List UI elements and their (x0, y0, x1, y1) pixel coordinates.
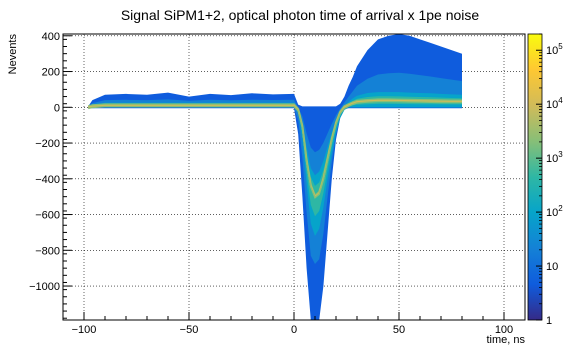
x-tick-label: 0 (291, 324, 297, 336)
x-tick-label: −100 (72, 324, 97, 336)
colorbar-tick-label: 104 (546, 96, 563, 111)
color-scale: 1 10 102 103 104 105 (527, 33, 563, 327)
colorbar-gradient (528, 34, 542, 320)
y-tick-label: 200 (42, 67, 60, 79)
y-tick-label: −800 (35, 245, 60, 257)
x-tick-label: −50 (180, 324, 199, 336)
plot-frame (62, 33, 526, 321)
axes: −100 −50 0 50 100 −1000 −800 −600 −400 −200 0 200 40… (29, 31, 526, 336)
colorbar-tick-label: 102 (546, 204, 563, 219)
y-tick-label: −1000 (29, 281, 60, 293)
x-tick-label: 100 (495, 324, 513, 336)
colorbar-tick-label: 103 (546, 150, 563, 165)
y-tick-label: −600 (35, 210, 60, 222)
colorbar-tick-label: 1 (546, 315, 552, 327)
colorbar-frame (527, 33, 543, 321)
colorbar-tick-label: 105 (546, 42, 563, 57)
core-trace-lower (88, 100, 462, 199)
y-tick-label: 400 (42, 31, 60, 43)
y-axis-title: Nevents (7, 34, 19, 75)
y-tick-label: 0 (54, 102, 60, 114)
y-tick-label: −200 (35, 138, 60, 150)
colorbar-tick-label: 10 (546, 261, 558, 273)
x-tick-label: 50 (393, 324, 405, 336)
y-tick-label: −400 (35, 174, 60, 186)
x-axis-title: time, ns (486, 334, 525, 346)
data-distribution (87, 34, 462, 320)
middle-envelope (88, 72, 462, 264)
chart-title: Signal SiPM1+2, optical photon time of a… (121, 7, 480, 23)
